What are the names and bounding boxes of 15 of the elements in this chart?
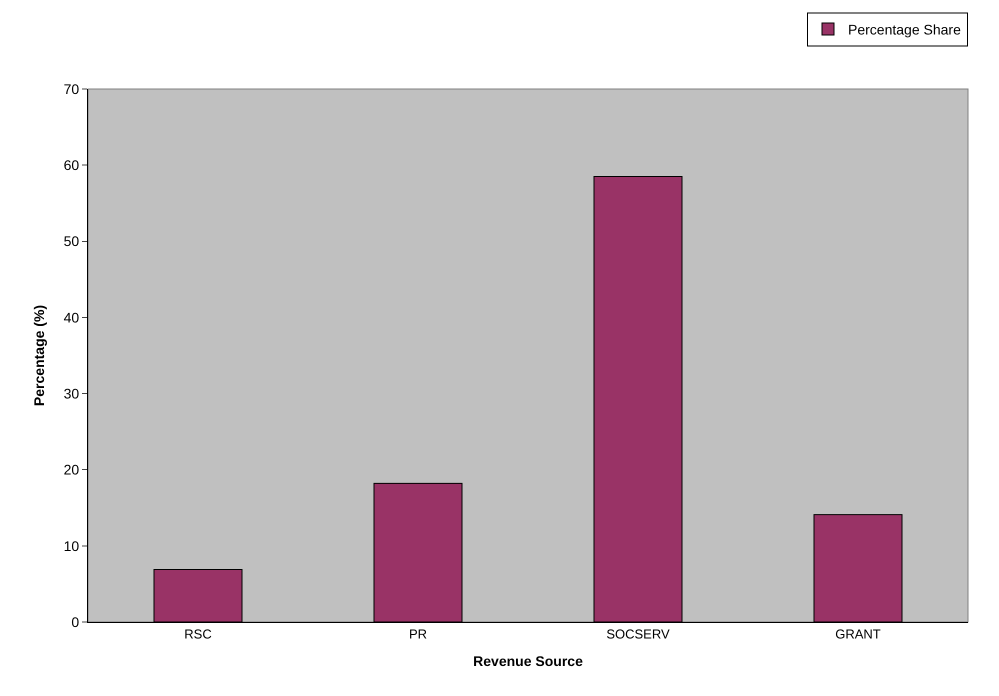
y-tick-label: 20	[64, 462, 80, 478]
y-tick-label: 0	[71, 614, 80, 630]
y-tick-label: 30	[64, 385, 80, 402]
y-tick-label: 70	[64, 80, 80, 97]
y-tick-label: 50	[64, 233, 80, 250]
x-tick-label: GRANT	[835, 626, 881, 642]
x-tick-label: SOCSERV	[606, 626, 670, 642]
y-tick-label: 10	[64, 538, 80, 554]
x-axis-title: Revenue Source	[473, 652, 584, 669]
x-tick-label: PR	[408, 626, 428, 642]
y-tick-label: 60	[64, 157, 80, 174]
y-axis-title: Percentage (%)	[31, 304, 48, 406]
legend-label: Percentage Share	[848, 21, 962, 38]
x-tick-label: RSC	[184, 626, 212, 642]
y-tick-label: 40	[64, 309, 80, 326]
